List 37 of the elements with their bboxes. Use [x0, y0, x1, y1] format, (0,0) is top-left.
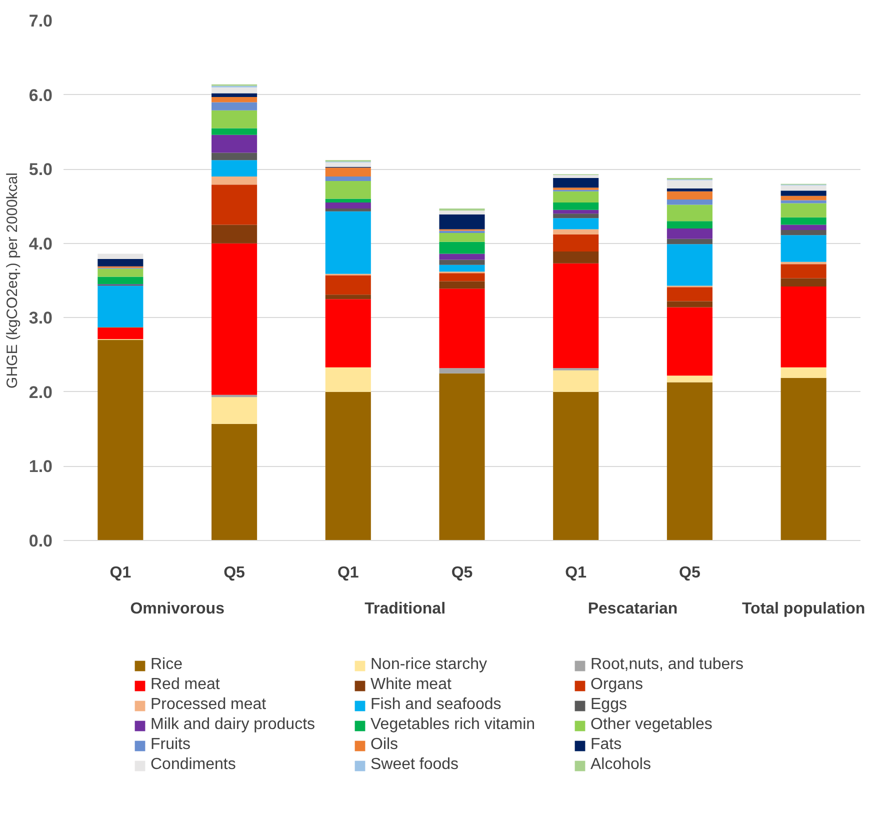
legend-label: Sweet foods — [370, 756, 460, 774]
legend-label: Root,nuts, and tubers — [590, 656, 744, 674]
legend-label: Rice — [150, 656, 184, 674]
legend-label: Alcohols — [590, 756, 652, 774]
y-tick-label: 4.0 — [28, 234, 53, 254]
legend-label: Condiments — [150, 756, 237, 774]
x-tick-label: Q5 — [224, 564, 246, 582]
legend-label: Milk and dairy products — [150, 716, 316, 734]
y-tick-label: 2.0 — [28, 382, 53, 402]
text: Traditional — [364, 600, 446, 618]
text: Total population — [742, 600, 866, 618]
x-tick-label: Q1 — [337, 564, 359, 582]
x-tick-label: Q5 — [451, 564, 473, 582]
y-tick-label: 6.0 — [28, 86, 53, 105]
y-tick-label: 5.0 — [28, 160, 53, 180]
legend-label: Fruits — [150, 736, 192, 754]
legend-label: Eggs — [590, 696, 628, 714]
y-tick-label: 0.0 — [28, 532, 53, 550]
x-tick-label: Q5 — [679, 564, 700, 582]
legend-label: Vegetables rich vitamin — [370, 716, 536, 734]
legend-label: Processed meat — [150, 696, 268, 714]
legend-label: Organs — [590, 676, 644, 694]
x-tick-label: Q1 — [565, 564, 587, 582]
legend-label: White meat — [370, 676, 452, 694]
text: Pescatarian — [588, 600, 678, 618]
legend-label: Red meat — [150, 676, 221, 694]
legend-label: Fish and seafoods — [370, 696, 502, 714]
y-tick-label: 3.0 — [28, 308, 53, 328]
y-axis-title: GHGE (kgCO2eq.) per 2000kcal — [4, 172, 21, 388]
legend-label: Non-rice starchy — [370, 656, 488, 674]
y-tick-label: 1.0 — [28, 457, 53, 476]
legend-label: Fats — [590, 736, 623, 754]
legend-label: Other vegetables — [590, 716, 714, 734]
x-tick-label: Q1 — [110, 564, 132, 582]
text: Omnivorous — [130, 600, 225, 618]
y-tick-label: 7.0 — [28, 12, 53, 30]
legend-label: Oils — [370, 736, 400, 754]
